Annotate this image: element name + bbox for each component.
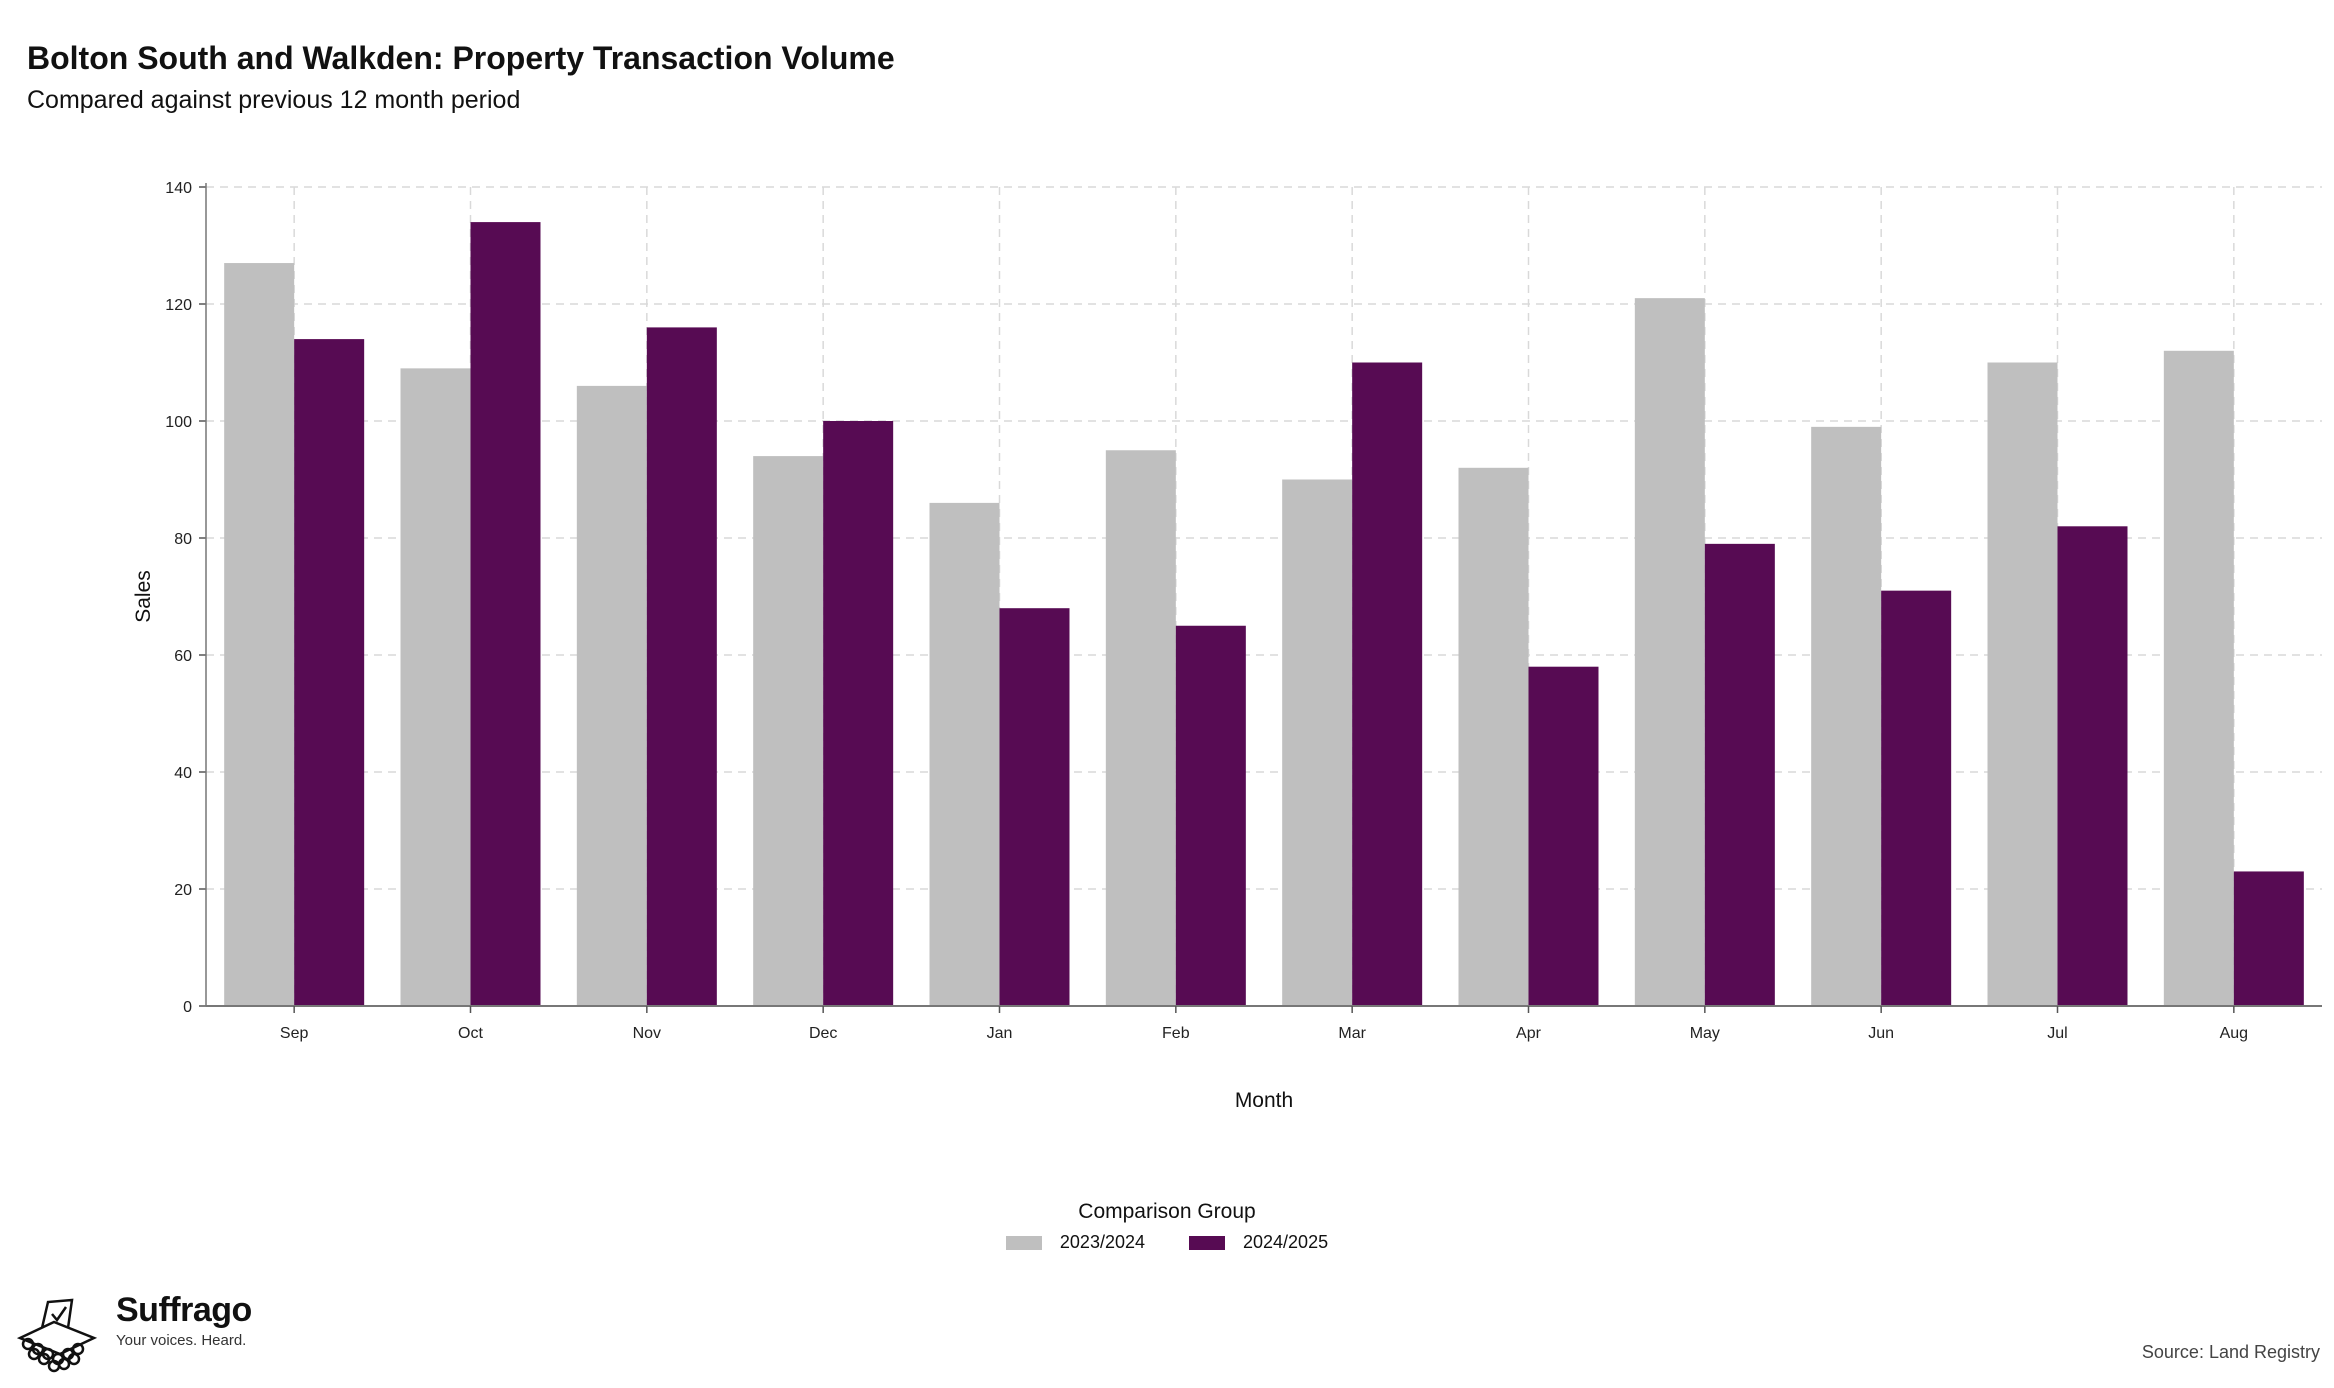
bar-2024-2025-may — [1704, 543, 1775, 1006]
ballot-box-icon — [16, 1298, 98, 1373]
bar-2023-2024-sep — [224, 263, 295, 1006]
bar-2023-2024-oct — [400, 368, 471, 1007]
x-tick-label: Jun — [1868, 1025, 1894, 1042]
x-axis-title: Month — [1235, 1089, 1293, 1112]
axes-layer: 0 20 40 60 80 100 120 140 Sep Oct Nov Dec Jan Feb Mar A… — [165, 180, 2322, 1042]
brand-tagline: Your voices. Heard. — [116, 1332, 247, 1349]
bar-2023-2024-mar — [1282, 479, 1353, 1006]
bar-2024-2025-aug — [2233, 871, 2304, 1006]
legend-item-2024-2025: 2024/2025 — [1189, 1232, 1328, 1253]
bar-2023-2024-aug — [2163, 350, 2234, 1006]
x-tick-label: Oct — [458, 1025, 483, 1042]
bar-2024-2025-oct — [470, 222, 541, 1007]
bars-layer — [224, 222, 2304, 1007]
y-tick-label: 60 — [174, 648, 192, 665]
chart-subtitle: Compared against previous 12 month perio… — [27, 86, 521, 114]
y-tick-label: 20 — [174, 882, 192, 899]
y-tick-label: 0 — [183, 999, 192, 1016]
x-tick-label: Mar — [1338, 1025, 1366, 1042]
y-tick-label: 120 — [165, 297, 192, 314]
legend-item-2023-2024: 2023/2024 — [1005, 1232, 1145, 1253]
x-tick-label: Jan — [987, 1025, 1013, 1042]
brand-logo: Suffrago Your voices. Heard. — [14, 1292, 252, 1374]
bar-2024-2025-jul — [2057, 526, 2128, 1006]
x-tick-label: Jul — [2047, 1025, 2067, 1042]
bar-2023-2024-feb — [1105, 450, 1176, 1006]
legend-swatch — [1005, 1235, 1042, 1250]
bar-2023-2024-jun — [1811, 426, 1882, 1007]
brand-name: Suffrago — [116, 1291, 252, 1329]
bar-2024-2025-sep — [294, 339, 365, 1007]
legend: Comparison Group 2023/2024 2024/2025 — [0, 1200, 2334, 1253]
bar-2024-2025-mar — [1352, 362, 1423, 1006]
x-tick-label: Aug — [2220, 1025, 2248, 1042]
y-tick-label: 40 — [174, 765, 192, 782]
y-tick-label: 140 — [165, 180, 192, 197]
legend-title: Comparison Group — [1078, 1200, 1256, 1223]
legend-label: 2024/2025 — [1243, 1232, 1329, 1252]
bar-2024-2025-apr — [1528, 666, 1599, 1006]
y-axis-title: Sales — [132, 570, 155, 623]
bar-2024-2025-feb — [1175, 625, 1246, 1006]
y-tick-label: 100 — [165, 414, 192, 431]
x-tick-label: Dec — [809, 1025, 837, 1042]
bar-2024-2025-jun — [1881, 590, 1952, 1006]
legend-swatch — [1189, 1235, 1225, 1250]
chart-title: Bolton South and Walkden: Property Trans… — [27, 40, 895, 76]
x-tick-label: May — [1690, 1025, 1720, 1042]
bar-2023-2024-jan — [929, 502, 1000, 1006]
bar-2023-2024-jul — [1987, 362, 2058, 1006]
bar-2023-2024-apr — [1458, 467, 1529, 1006]
legend-label: 2023/2024 — [1059, 1232, 1145, 1252]
bar-2024-2025-nov — [646, 327, 717, 1006]
legend-items: 2023/2024 2024/2025 — [0, 1232, 2334, 1253]
x-tick-label: Nov — [633, 1025, 661, 1042]
bar-2024-2025-dec — [823, 421, 894, 1006]
y-tick-label: 80 — [174, 531, 192, 548]
bar-2024-2025-jan — [999, 608, 1070, 1006]
x-tick-label: Feb — [1162, 1025, 1190, 1042]
x-tick-label: Apr — [1516, 1025, 1542, 1042]
source-note: Source: Land Registry — [2141, 1342, 2320, 1362]
bar-2023-2024-may — [1634, 298, 1705, 1006]
bar-2023-2024-dec — [753, 456, 824, 1007]
bar-2023-2024-nov — [576, 385, 647, 1006]
x-tick-label: Sep — [280, 1025, 309, 1042]
